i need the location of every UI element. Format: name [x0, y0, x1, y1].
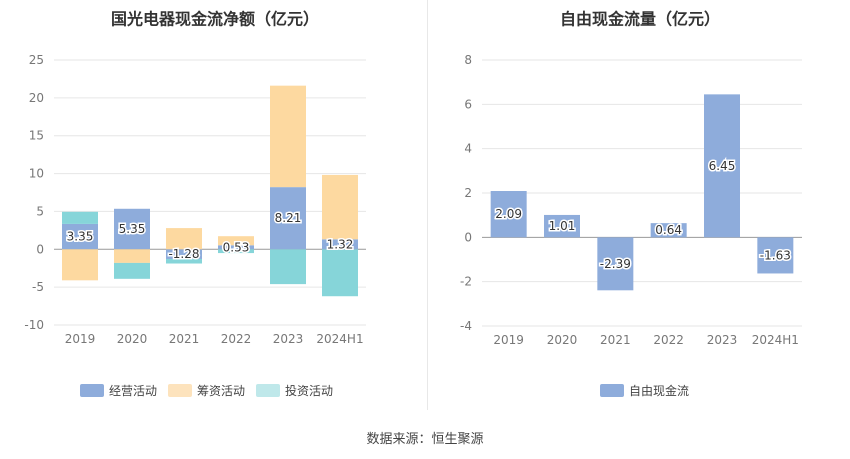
bar: [597, 237, 634, 291]
data-label: 0.53: [223, 240, 250, 254]
legend-swatch: [256, 384, 280, 397]
bar-1: [62, 223, 98, 250]
legend-label: 筹资活动: [197, 384, 245, 398]
bar: [650, 223, 687, 238]
x-tick-label: 2023: [273, 332, 304, 346]
panel-divider: [427, 0, 428, 410]
x-tick-label: 2024H1: [752, 333, 799, 347]
data-label: 0.64: [655, 223, 682, 237]
legend-label: 经营活动: [109, 384, 157, 398]
x-tick-label: 2021: [600, 333, 631, 347]
bar-2: [114, 249, 150, 263]
x-tick-label: 2019: [65, 332, 96, 346]
bar-3: [322, 249, 358, 297]
x-tick-label: 2022: [653, 333, 684, 347]
bar-3: [166, 258, 202, 264]
legend-label: 自由现金流: [629, 383, 689, 398]
bar-2: [270, 85, 306, 188]
data-label: -1.63: [760, 248, 791, 262]
chart-title: 自由现金流量（亿元）: [560, 10, 720, 29]
legend-swatch: [600, 384, 624, 397]
y-tick-label: 20: [29, 91, 44, 105]
x-tick-label: 2022: [221, 332, 252, 346]
y-tick-label: -2: [460, 275, 472, 289]
y-tick-label: 6: [464, 97, 472, 111]
legend-swatch: [80, 384, 104, 397]
y-tick-label: 10: [29, 167, 44, 181]
x-tick-label: 2020: [117, 332, 148, 346]
y-tick-label: -5: [32, 280, 44, 294]
bar: [704, 94, 740, 238]
y-tick-label: 0: [36, 242, 44, 256]
bar-1: [270, 187, 306, 250]
chart-title: 国光电器现金流净额（亿元）: [111, 10, 319, 29]
bar-1: [114, 208, 150, 250]
y-tick-label: 4: [464, 142, 472, 156]
bar-1: [322, 239, 358, 250]
bar-1: [218, 245, 254, 250]
bar-2: [166, 228, 202, 250]
bar: [544, 214, 580, 238]
legend-swatch: [168, 384, 192, 397]
x-tick-label: 2023: [707, 333, 738, 347]
bar-3: [218, 249, 254, 254]
bar-3: [62, 211, 98, 224]
bar-3: [114, 262, 150, 279]
y-tick-label: 5: [36, 204, 44, 218]
bar-2: [218, 236, 254, 246]
y-tick-label: -4: [460, 319, 472, 333]
data-label: 5.35: [119, 222, 146, 236]
y-tick-label: 15: [29, 129, 44, 143]
bar-3: [270, 249, 306, 285]
data-label: -1.28: [168, 247, 199, 261]
x-tick-label: 2019: [493, 333, 524, 347]
bar: [757, 237, 794, 274]
data-label: 3.35: [67, 230, 94, 244]
y-tick-label: 0: [464, 230, 472, 244]
y-tick-label: 8: [464, 53, 472, 67]
bar: [490, 191, 527, 238]
bar-2: [322, 174, 358, 240]
y-tick-label: -10: [24, 318, 44, 332]
data-label: 2.09: [495, 207, 522, 221]
data-label: 1.01: [549, 219, 576, 233]
data-label: 1.32: [327, 237, 354, 251]
bar-1: [166, 249, 202, 259]
y-tick-label: 2: [464, 186, 472, 200]
data-label: 8.21: [275, 211, 302, 225]
x-tick-label: 2020: [547, 333, 578, 347]
x-tick-label: 2021: [169, 332, 200, 346]
legend-label: 投资活动: [285, 383, 333, 398]
data-source-note: 数据来源：恒生聚源: [366, 432, 484, 447]
y-tick-label: 25: [29, 53, 44, 67]
bar-2: [62, 249, 98, 281]
data-label: 6.45: [709, 159, 736, 173]
x-tick-label: 2024H1: [316, 332, 363, 346]
data-label: -2.39: [600, 257, 631, 271]
